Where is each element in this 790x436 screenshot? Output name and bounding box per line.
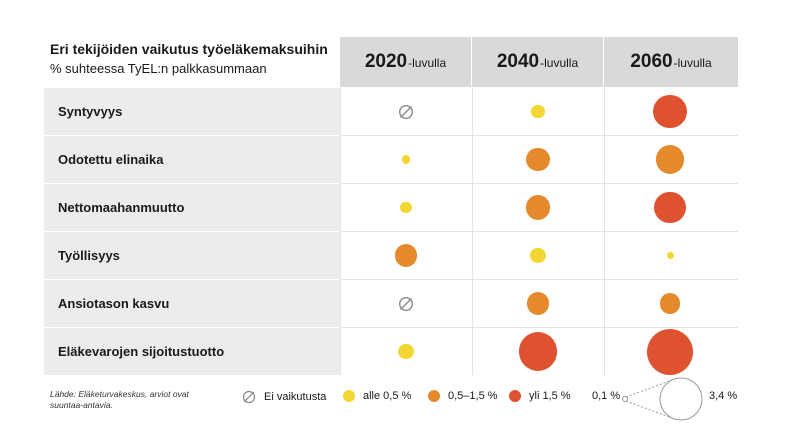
bubble-mid — [526, 147, 550, 172]
size-scale-graphic — [622, 377, 703, 421]
legend-label-low: alle 0,5 % — [363, 390, 412, 402]
legend-size-min: 0,1 % — [592, 390, 620, 402]
row-divider — [340, 327, 738, 328]
bubble-mid — [394, 244, 418, 267]
legend-label-none: Ei vaikutusta — [264, 391, 327, 403]
bubble-mid — [525, 195, 551, 220]
column-suffix: -luvulla — [408, 56, 447, 70]
size-scale-guide-bottom — [625, 400, 677, 420]
bubble-low — [398, 343, 414, 360]
size-scale-guide-top — [625, 378, 677, 398]
legend-item-none: Ei vaikutusta — [242, 390, 326, 404]
row-label: Syntyvyys — [44, 88, 340, 135]
no-effect-icon — [398, 296, 414, 311]
legend-size-max-label: 3,4 % — [709, 390, 738, 402]
row-label: Nettomaahanmuutto — [44, 184, 340, 231]
row-label: Odotettu elinaika — [44, 136, 340, 183]
legend-label-mid: 0,5–1,5 % — [448, 390, 498, 402]
source-note: Lähde: Eläketurvakeskus, arviot ovat suu… — [50, 389, 189, 410]
size-scale-small-circle — [622, 396, 628, 402]
legend-dot-low — [343, 390, 355, 402]
bubble-mid — [526, 292, 550, 315]
legend-dot-high — [509, 390, 521, 402]
chart-title: Eri tekijöiden vaikutus työeläkemaksuihi… — [50, 41, 328, 57]
bubble-low — [530, 247, 546, 264]
no-effect-icon — [242, 390, 256, 404]
legend-size-max: 3,4 % — [709, 390, 737, 402]
bubble-mid — [655, 145, 685, 174]
column-year: 2040 — [496, 51, 540, 72]
size-scale-large-circle — [659, 377, 703, 421]
row-divider — [340, 279, 738, 280]
bubble-high — [654, 191, 686, 224]
row-label: Työllisyys — [44, 232, 340, 279]
column-suffix: -luvulla — [673, 56, 712, 70]
legend-item-high: yli 1,5 % — [509, 390, 571, 402]
chart-subtitle: % suhteessa TyEL:n palkkasummaan — [50, 61, 267, 76]
column-header-2020: 2020 -luvulla — [340, 37, 471, 87]
row-divider — [340, 231, 738, 232]
legend-dot-mid — [428, 390, 440, 402]
bubble-low — [531, 104, 545, 119]
legend-size-min-label: 0,1 % — [592, 390, 621, 402]
bubble-low — [666, 252, 674, 259]
column-header-2060: 2060 -luvulla — [604, 37, 738, 87]
column-year: 2060 — [630, 51, 673, 72]
row-label: Ansiotason kasvu — [44, 280, 340, 327]
column-year: 2020 — [364, 51, 408, 72]
legend-item-low: alle 0,5 % — [343, 390, 411, 402]
column-header-2040: 2040 -luvulla — [472, 37, 603, 87]
bubble-low — [400, 201, 412, 214]
bubble-high — [653, 94, 687, 129]
column-suffix: -luvulla — [540, 56, 579, 70]
no-effect-icon — [398, 104, 414, 119]
bubble-high — [518, 332, 558, 371]
bubble-high — [647, 328, 693, 375]
chart-header: Eri tekijöiden vaikutus työeläkemaksuihi… — [50, 40, 340, 78]
row-divider — [340, 183, 738, 184]
legend-item-mid: 0,5–1,5 % — [428, 390, 498, 402]
bubble-low — [401, 155, 411, 164]
legend-label-high: yli 1,5 % — [529, 390, 571, 402]
row-label: Eläkevarojen sijoitustuotto — [44, 328, 340, 375]
row-divider — [340, 135, 738, 136]
bubble-mid — [659, 293, 681, 314]
